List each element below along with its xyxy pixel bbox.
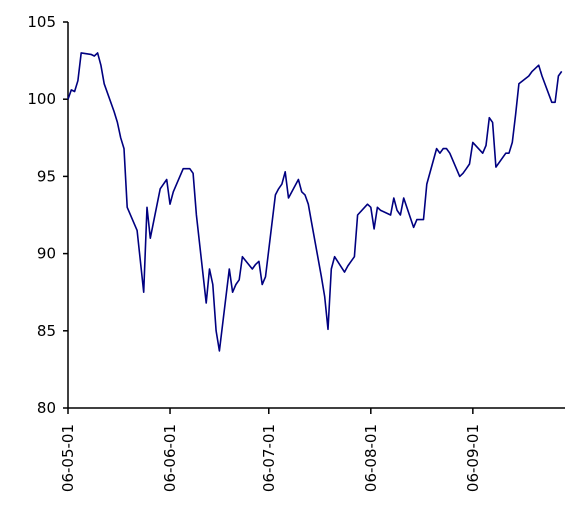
series-layer: [67, 52, 563, 352]
y-axis: 80 85 90 95 100 105: [27, 13, 69, 417]
x-ticks: 06-05-01 06-06-01 06-07-01 06-08-01 06-09-01: [59, 408, 482, 492]
y-tick-label: 80: [37, 399, 56, 417]
y-tick-label: 100: [27, 90, 56, 108]
series-line-0: [67, 52, 563, 352]
y-tick-label: 85: [37, 322, 56, 340]
y-ticks: 80 85 90 95 100 105: [27, 13, 68, 417]
y-tick-label: 90: [37, 245, 56, 263]
y-tick-label: 95: [37, 167, 56, 185]
x-tick-label: 06-09-01: [464, 424, 482, 492]
x-tick-label: 06-06-01: [161, 424, 179, 492]
x-axis: 06-05-01 06-06-01 06-07-01 06-08-01 06-09-01: [59, 407, 565, 492]
y-tick-label: 105: [27, 13, 56, 31]
x-tick-label: 06-07-01: [260, 424, 278, 492]
x-tick-label: 06-05-01: [59, 424, 77, 492]
x-tick-label: 06-08-01: [362, 424, 380, 492]
